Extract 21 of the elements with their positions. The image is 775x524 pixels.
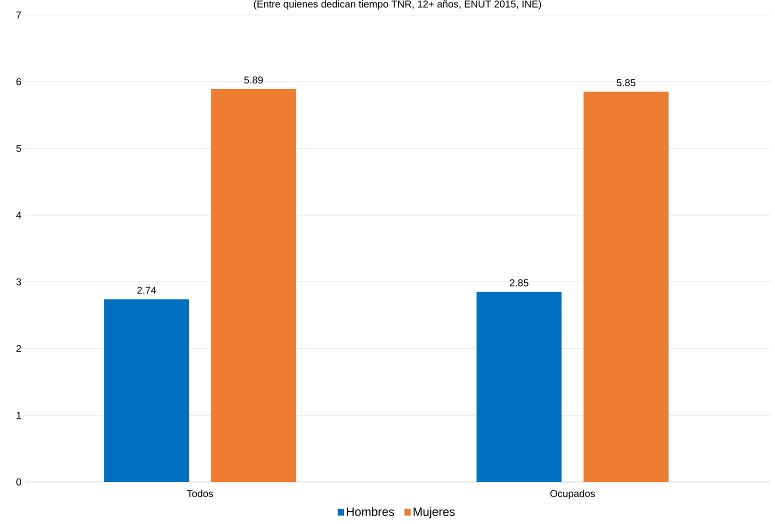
- y-tick-label: 5: [16, 144, 22, 152]
- data-label: 5.85: [616, 79, 636, 86]
- y-tick-label: 7: [16, 12, 21, 18]
- chart-title: (Entre quienes dedican tiempo TNR, 12+ años, ENUT 2015, INE): [254, 0, 541, 10]
- x-tick-label: Ocupados: [550, 490, 595, 500]
- data-label: 5.89: [244, 76, 263, 84]
- bar: [584, 92, 669, 482]
- legend-label: Hombres: [346, 507, 394, 516]
- data-label: 2.85: [510, 279, 528, 286]
- y-tick-label: 6: [16, 78, 22, 86]
- y-tick-label: 4: [16, 212, 22, 219]
- legend-label: Mujeres: [414, 507, 455, 518]
- y-tick-label: 0: [16, 478, 22, 486]
- x-tick-label: Todos: [187, 490, 214, 498]
- y-tick-label: 1: [16, 412, 21, 419]
- bar: [476, 292, 562, 482]
- y-tick-label: 2: [16, 345, 21, 352]
- bar: [211, 89, 296, 482]
- data-label: 2.74: [137, 286, 156, 294]
- y-tick-label: 3: [16, 278, 22, 286]
- bar: [104, 299, 190, 482]
